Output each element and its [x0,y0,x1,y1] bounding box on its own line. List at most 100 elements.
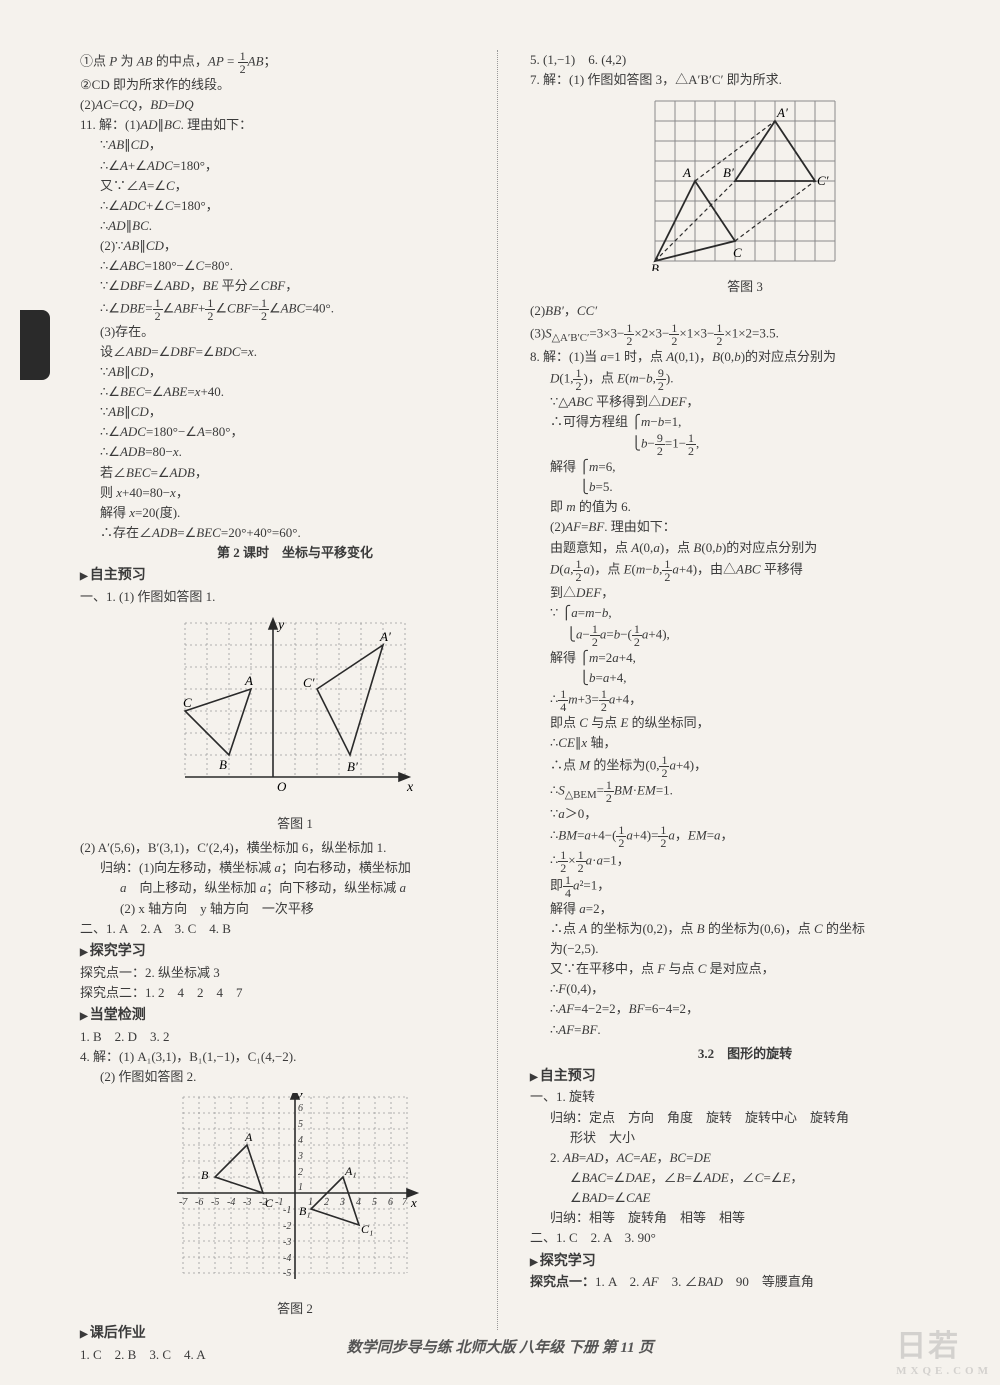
svg-text:x: x [406,780,414,795]
svg-text:6: 6 [298,1103,303,1114]
text-line: (3)S△A′B′C′=3×3−12×2×3−12×1×3−12×1×2=3.5… [530,322,960,347]
text-line: ∴CE∥x 轴， [530,733,960,753]
svg-text:C: C [733,245,742,260]
text-line: ∴∠ABC=180°−∠C=80°. [80,256,510,276]
svg-text:-4: -4 [283,1253,291,1264]
text-line: 归纳：(1)向左移动，横坐标减 a；向右移动，横坐标加 [80,858,510,878]
text-line: ∴∠BEC=∠ABE=x+40. [80,382,510,402]
answer-figure-1: y x O A B C A′ B′ C′ [175,613,415,808]
svg-text:-6: -6 [195,1197,203,1208]
svg-text:B₁: B₁ [299,1204,311,1218]
svg-text:C: C [265,1196,274,1210]
svg-text:C: C [183,695,192,710]
text-line: 解得 ⎧m=2a+4, ⎩b=a+4, [530,648,960,688]
right-column: 5. (1,−1) 6. (4,2) 7. 解：(1) 作图如答图 3，△A′B… [530,50,960,1300]
text-line: ∵∠DBF=∠ABD，BE 平分∠CBF， [80,276,510,296]
svg-text:5: 5 [372,1197,377,1208]
text-line: (2)BB′，CC′ [530,301,960,321]
text-line: 若∠BEC=∠ADB， [80,463,510,483]
text-line: 解得 a=2， [530,899,960,919]
watermark: 日若 MXQE.COM [896,1321,992,1377]
text-line: ∵a＞0， [530,804,960,824]
text-line: (2) x 轴方向 y 轴方向 一次平移 [80,899,510,919]
svg-text:x: x [410,1195,417,1210]
text-line: 11. 解：(1)AD∥BC. 理由如下： [80,115,510,135]
svg-text:-7: -7 [179,1197,188,1208]
text-line: (2) 作图如答图 2. [80,1067,510,1087]
svg-text:C₁: C₁ [361,1222,373,1236]
section-explore: 探究学习 [80,941,510,963]
text-line: ①点 P 为 AB 的中点，AP = 12AB； [80,50,510,75]
text-line: 则 x+40=80−x， [80,483,510,503]
svg-text:A: A [244,673,253,688]
text-line: ∴点 M 的坐标为(0,12a+4)， [530,754,960,779]
text-line: ②CD 即为所求作的线段。 [80,75,510,95]
text-line: ∴S△BEM=12BM·EM=1. [530,779,960,804]
svg-text:-5: -5 [211,1197,219,1208]
text-line: 又∵∠A=∠C， [80,176,510,196]
text-line: ∵AB∥CD， [80,135,510,155]
text-line: 归纳：相等 旋转角 相等 相等 [530,1208,960,1228]
text-line: 归纳：定点 方向 角度 旋转 旋转中心 旋转角 [530,1108,960,1128]
svg-text:A′: A′ [776,105,788,120]
svg-text:y: y [276,618,285,633]
text-line: 形状 大小 [530,1128,960,1148]
text-line: 二、1. A 2. A 3. C 4. B [80,919,510,939]
text-line: 探究点二：1. 2 4 2 4 7 [80,983,510,1003]
text-line: 5. (1,−1) 6. (4,2) [530,50,960,70]
text-line: 探究点一：1. A 2. AF 3. ∠BAD 90 等腰直角 [530,1272,960,1292]
text-line: 探究点一：2. 纵坐标减 3 [80,963,510,983]
text-line: 解得 x=20(度). [80,503,510,523]
page-footer: 数学同步导与练 北师大版 八年级 下册 第 11 页 [0,1336,1000,1357]
text-line: ∴12×12a·a=1， [530,849,960,874]
text-line: 2. AB=AD，AC=AE，BC=DE [530,1148,960,1168]
figure-caption: 答图 3 [530,277,960,297]
text-line: (3)存在。 [80,322,510,342]
section-self-preview: 自主预习 [80,565,510,587]
svg-text:3: 3 [339,1197,345,1208]
lesson-title: 第 2 课时 坐标与平移变化 [80,543,510,563]
text-line: 一、1. 旋转 [530,1087,960,1107]
svg-text:C′: C′ [817,173,829,188]
left-column: ①点 P 为 AB 的中点，AP = 12AB； ②CD 即为所求作的线段。 (… [80,50,510,1300]
answer-figure-2: y x -7-6-5-4-3-2-1 1234567 654321 -1-2-3… [170,1093,420,1293]
svg-text:-3: -3 [283,1237,291,1248]
text-line: ∴∠ADC=180°−∠A=80°， [80,422,510,442]
text-line: (2) A′(5,6)，B′(3,1)，C′(2,4)，横坐标加 6，纵坐标加 … [80,838,510,858]
svg-text:B: B [219,757,227,772]
svg-text:O: O [277,779,287,794]
text-line: D(1,12)，点 E(m−b,92). [530,367,960,392]
text-line: ∴AD∥BC. [80,216,510,236]
text-line: ∵△ABC 平移得到△DEF， [530,392,960,412]
svg-text:3: 3 [297,1151,303,1162]
text-line: ∴AF=BF. [530,1020,960,1040]
figure-caption: 答图 2 [80,1299,510,1319]
figure-caption: 答图 1 [80,814,510,834]
svg-text:5: 5 [298,1119,303,1130]
text-line: ∴BM=a+4−(12a+4)=12a，EM=a， [530,824,960,849]
text-line: 即14a²=1， [530,874,960,899]
text-line: 解得 ⎧m=6, ⎩b=5. [530,457,960,497]
svg-text:A: A [682,165,691,180]
text-line: ∴可得方程组 ⎧m−b=1, ⎩b−92=1−12, [530,412,960,457]
section-explore: 探究学习 [530,1251,960,1273]
text-line: ∴AF=4−2=2，BF=6−4=2， [530,999,960,1019]
page-content: ①点 P 为 AB 的中点，AP = 12AB； ②CD 即为所求作的线段。 (… [0,0,1000,1330]
text-line: 7. 解：(1) 作图如答图 3，△A′B′C′ 即为所求. [530,70,960,90]
svg-text:4: 4 [356,1197,361,1208]
text-line: 一、1. (1) 作图如答图 1. [80,587,510,607]
text-line: ∠BAD=∠CAE [530,1188,960,1208]
binding-mark [20,310,50,380]
svg-text:y: y [297,1093,305,1098]
text-line: (2)AF=BF. 理由如下： [530,517,960,537]
section-classroom: 当堂检测 [80,1005,510,1027]
watermark-main: 日若 [896,1330,960,1363]
svg-text:B: B [651,261,659,271]
text-line: 设∠ABD=∠DBF=∠BDC=x. [80,342,510,362]
text-line: 为(−2,5). [530,939,960,959]
text-line: ∵AB∥CD， [80,362,510,382]
svg-text:B: B [201,1168,209,1182]
text-line: ∵ ⎧a=m−b, ⎩a−12a=b−(12a+4), [530,603,960,648]
svg-text:-3: -3 [243,1197,251,1208]
text-line: ∵AB∥CD， [80,402,510,422]
